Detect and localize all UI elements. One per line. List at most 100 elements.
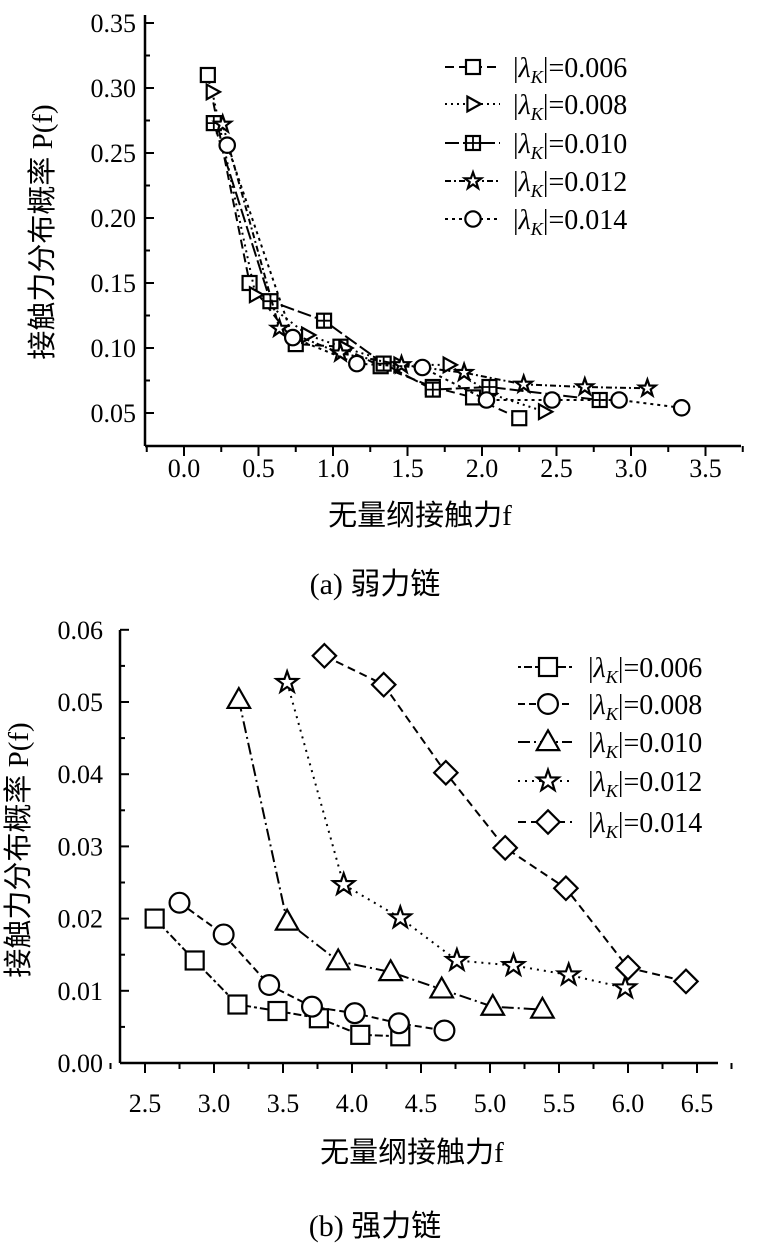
y-tick-label: 0.20 bbox=[91, 204, 137, 233]
y-tick-label: 0.02 bbox=[58, 905, 104, 934]
legend-entry: |λK|=0.006 bbox=[518, 653, 702, 687]
x-tick-label: 6.0 bbox=[612, 1089, 645, 1118]
data-point-star bbox=[443, 945, 471, 973]
data-point-square bbox=[144, 908, 165, 929]
data-point-circle bbox=[168, 891, 191, 914]
y-tick-label: 0.01 bbox=[58, 977, 104, 1006]
legend-label: |λK|=0.014 bbox=[588, 808, 702, 842]
data-point-circle bbox=[283, 328, 302, 347]
data-point-star bbox=[512, 372, 536, 395]
chart-a-weak-chains: 0.05 0.10 0.15 0.20 0.25 0.30 0.35 0.0 0.5 1.0 1.5… bbox=[26, 9, 744, 532]
data-point-square-plus-cross bbox=[317, 313, 332, 328]
legend-entry: |λK|=0.010 bbox=[445, 129, 627, 163]
data-point-square-plus-cross bbox=[376, 356, 391, 371]
y-tick-label: 0.25 bbox=[91, 139, 137, 168]
y-axis-label: 接触力分布概率 P(f) bbox=[2, 722, 35, 977]
x-axis-label: 无量纲接触力f bbox=[320, 1136, 504, 1169]
data-point-star bbox=[267, 316, 291, 339]
legend-marker-star bbox=[461, 169, 485, 191]
data-point-diamond bbox=[370, 671, 397, 698]
series-0.012 bbox=[211, 112, 659, 399]
data-point-star bbox=[329, 870, 358, 897]
y-tick-label: 0.10 bbox=[91, 334, 137, 363]
x-tick-label: 1.5 bbox=[391, 454, 424, 483]
data-point-triangle-up bbox=[377, 958, 404, 982]
data-point-square bbox=[199, 66, 216, 84]
legend-marker-triangle-up bbox=[534, 728, 562, 752]
x-tick-label: 1.0 bbox=[317, 454, 350, 483]
series-line bbox=[221, 124, 648, 390]
x-tick-label: 3.0 bbox=[615, 454, 648, 483]
data-point-diamond bbox=[614, 954, 642, 981]
data-point-triangle-up bbox=[273, 907, 301, 931]
data-point-circle bbox=[212, 923, 235, 946]
legend-label: |λK|=0.014 bbox=[513, 205, 627, 239]
y-axis-label: 接触力分布概率 P(f) bbox=[26, 104, 59, 359]
data-point-square bbox=[184, 950, 205, 971]
data-point-diamond bbox=[672, 968, 700, 995]
legend-label: |λK|=0.010 bbox=[513, 129, 627, 163]
x-tick-label: 3.5 bbox=[689, 454, 722, 483]
series-0.014 bbox=[218, 136, 691, 417]
data-point-circle bbox=[477, 391, 496, 409]
legend-marker-triangle-right bbox=[466, 94, 483, 114]
x-tick-label: 4.0 bbox=[336, 1089, 369, 1118]
data-point-circle bbox=[343, 1002, 366, 1025]
y-tick-label: 0.15 bbox=[91, 269, 137, 298]
series-0.008 bbox=[168, 891, 456, 1042]
x-tick-label: 4.5 bbox=[405, 1089, 438, 1118]
legend-entry: |λK|=0.008 bbox=[445, 90, 627, 124]
legend-label: |λK|=0.010 bbox=[588, 728, 702, 762]
y-tick-label: 0.03 bbox=[58, 832, 104, 861]
x-tick-label: 0.0 bbox=[168, 454, 201, 483]
legend-marker-circle bbox=[464, 210, 482, 228]
legend-entry: |λK|=0.014 bbox=[518, 808, 702, 842]
chart-b-strong-chains: 0.00 0.01 0.02 0.03 0.04 0.05 0.06 2.5 3.0 3.5 4.0… bbox=[2, 616, 733, 1169]
data-point-triangle-up bbox=[225, 685, 252, 710]
x-tick-label: 2.5 bbox=[129, 1089, 162, 1118]
data-point-square bbox=[511, 410, 528, 427]
data-point-star bbox=[390, 352, 414, 375]
data-point-triangle-up bbox=[529, 995, 556, 1019]
legend-label: |λK|=0.012 bbox=[513, 167, 627, 201]
y-tick-label: 0.35 bbox=[91, 9, 137, 38]
y-tick-label: 0.04 bbox=[58, 760, 104, 789]
data-point-circle bbox=[672, 398, 691, 417]
data-point-square bbox=[267, 1000, 288, 1022]
legend-entry: |λK|=0.010 bbox=[518, 728, 702, 762]
legend-marker-diamond bbox=[534, 808, 562, 836]
data-point-circle bbox=[543, 391, 561, 409]
legend-marker-star bbox=[534, 766, 562, 793]
data-point-star bbox=[554, 960, 583, 987]
legend-label: |λK|=0.006 bbox=[513, 53, 627, 87]
data-point-square-plus-cross bbox=[425, 382, 440, 397]
data-point-diamond bbox=[491, 834, 519, 862]
data-point-triangle-up bbox=[479, 992, 506, 1016]
data-point-circle bbox=[387, 1012, 410, 1035]
data-point-square bbox=[350, 1024, 371, 1045]
data-point-star bbox=[211, 112, 235, 135]
data-point-triangle-right bbox=[537, 402, 555, 421]
data-point-triangle-up bbox=[325, 947, 352, 971]
series-0.006 bbox=[199, 66, 528, 427]
series-0.012 bbox=[273, 667, 640, 1000]
legend-marker-square bbox=[537, 656, 559, 678]
data-point-diamond bbox=[311, 642, 338, 670]
chart-a-caption: (a) 弱力链 bbox=[310, 568, 441, 601]
data-point-triangle-up bbox=[428, 975, 455, 999]
y-tick-label: 0.06 bbox=[58, 616, 104, 645]
data-point-circle bbox=[433, 1019, 456, 1042]
legend-marker-circle bbox=[536, 692, 559, 715]
data-point-square bbox=[227, 994, 248, 1015]
data-point-star bbox=[611, 973, 640, 1000]
x-tick-label: 0.5 bbox=[242, 454, 275, 483]
legend-entry: |λK|=0.006 bbox=[445, 53, 627, 87]
x-tick-label: 5.0 bbox=[474, 1089, 507, 1118]
data-point-circle bbox=[258, 974, 281, 997]
data-point-triangle-right bbox=[205, 82, 223, 102]
legend-label: |λK|=0.008 bbox=[513, 90, 627, 124]
series-0.010 bbox=[225, 685, 556, 1019]
x-axis-label: 无量纲接触力f bbox=[328, 499, 512, 532]
legend-label: |λK|=0.008 bbox=[588, 690, 702, 724]
